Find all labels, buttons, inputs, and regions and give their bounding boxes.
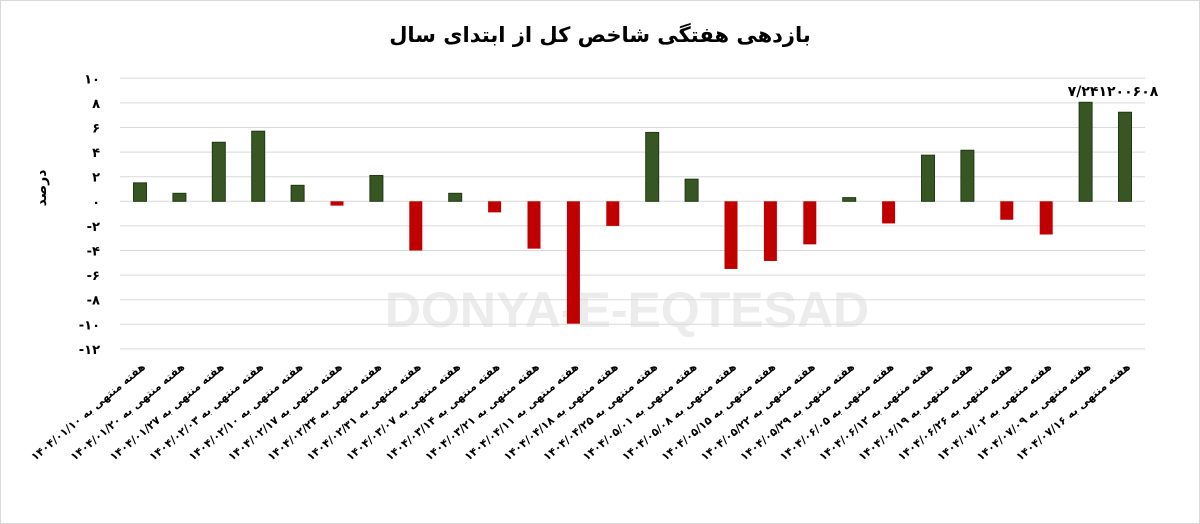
bar xyxy=(211,141,226,202)
bar xyxy=(724,201,738,269)
bar xyxy=(251,130,266,202)
y-tick-label: ۲ xyxy=(92,171,100,186)
chart-title: بازدهی هفتگی شاخص کل از ابتدای سال xyxy=(389,22,811,47)
bar xyxy=(763,201,777,261)
bar xyxy=(330,201,344,206)
bar xyxy=(527,201,541,249)
y-axis-label: درصد xyxy=(34,170,50,207)
y-tick-label: -۱۰ xyxy=(79,318,100,333)
bar xyxy=(684,178,699,202)
y-tick-label: ۰ xyxy=(92,195,100,210)
y-tick-label: -۱۲ xyxy=(79,343,100,358)
bar xyxy=(960,149,975,202)
y-tick-label: ۱۰ xyxy=(84,72,100,87)
bar xyxy=(1000,201,1014,220)
data-label: ۷/۲۴۱۲۰۰۶۰۸ xyxy=(1068,84,1159,100)
bar xyxy=(1118,111,1132,202)
y-tick-label: -۴ xyxy=(87,245,100,260)
bar xyxy=(488,201,502,213)
y-tick-label: ۶ xyxy=(92,122,100,137)
bar xyxy=(645,131,660,202)
bar xyxy=(369,174,384,202)
bar xyxy=(882,201,896,224)
bar xyxy=(606,201,620,226)
bar xyxy=(1078,101,1093,202)
bar xyxy=(921,154,935,202)
y-tick-label: -۶ xyxy=(87,269,100,284)
y-tick-label: ۴ xyxy=(92,146,100,161)
bar xyxy=(448,192,463,202)
y-tick-label: -۸ xyxy=(87,294,100,309)
data-labels: ۷/۲۴۱۲۰۰۶۰۸ xyxy=(1068,84,1159,100)
watermark: DONYA-E-EQTESAD xyxy=(385,282,869,338)
bar xyxy=(290,184,305,202)
bars xyxy=(133,101,1132,324)
y-tick-label: ۸ xyxy=(92,97,100,112)
bar xyxy=(566,201,580,324)
bar xyxy=(409,201,423,251)
y-axis-ticks: ۱۰ ۸ ۶ ۴ ۲ ۰ -۲ -۴ -۶ -۸ -۱۰ -۱۲ xyxy=(79,72,100,358)
bar xyxy=(133,182,147,202)
y-tick-label: -۲ xyxy=(87,220,100,235)
bar xyxy=(172,192,187,202)
bar xyxy=(803,201,817,245)
bar xyxy=(1039,201,1053,235)
bar xyxy=(842,197,857,202)
